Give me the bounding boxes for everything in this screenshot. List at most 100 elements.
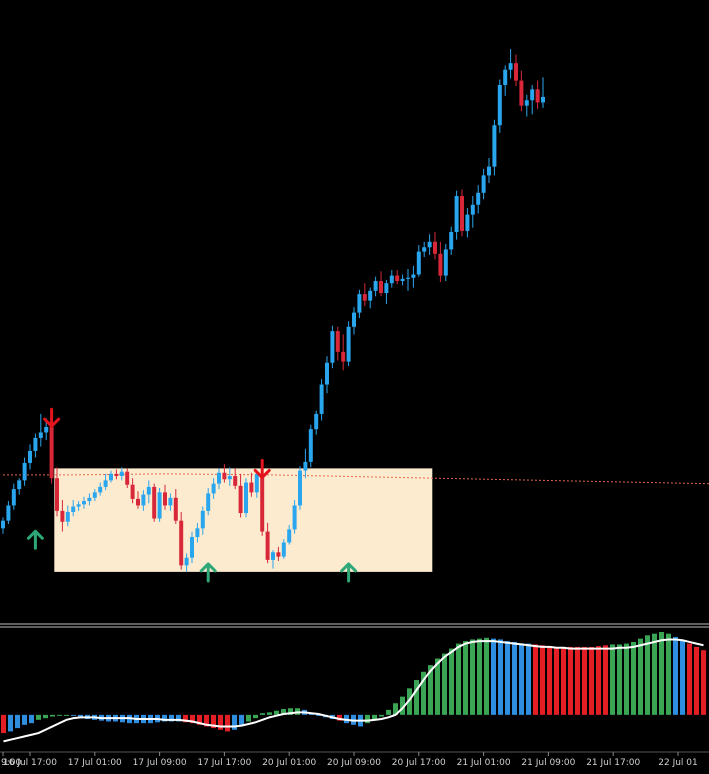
candle xyxy=(335,326,340,361)
candle-body xyxy=(314,413,319,430)
candle xyxy=(22,457,27,486)
panel-separator xyxy=(0,623,709,628)
candle-body xyxy=(6,505,11,521)
candle-body xyxy=(130,484,135,499)
candle xyxy=(60,499,65,532)
candle-body xyxy=(238,485,243,514)
candle-body xyxy=(222,472,227,480)
candle-body xyxy=(227,476,232,480)
candle xyxy=(125,468,130,488)
candle-body xyxy=(98,486,103,493)
oscillator-bar xyxy=(267,712,272,715)
oscillator-bar xyxy=(281,709,286,715)
oscillator-bar xyxy=(421,671,426,715)
candle xyxy=(308,424,313,468)
candle xyxy=(222,464,227,483)
candle xyxy=(492,119,497,176)
candle xyxy=(373,276,378,297)
time-axis-label: 17 Jul 09:00 xyxy=(133,758,187,768)
candle xyxy=(416,245,421,277)
time-axis-label: 17 Jul 17:00 xyxy=(197,758,251,768)
candle xyxy=(130,478,135,504)
candle-body xyxy=(357,294,362,313)
candle-body xyxy=(136,498,140,506)
sell-signal-arrow xyxy=(43,407,61,428)
oscillator-bar xyxy=(526,643,531,715)
candle-body xyxy=(497,84,502,126)
time-axis-label: 21 Jul 17:00 xyxy=(586,758,640,768)
oscillator-bar xyxy=(680,640,685,715)
candle xyxy=(238,473,243,518)
candle xyxy=(389,270,394,288)
candle xyxy=(411,265,416,288)
oscillator-bar xyxy=(204,714,209,727)
candle-body xyxy=(325,362,329,385)
candle-body xyxy=(92,492,97,498)
price-panel xyxy=(1,49,709,583)
oscillator-bar xyxy=(568,646,573,715)
candle-body xyxy=(503,69,508,85)
candle xyxy=(173,489,178,524)
candle xyxy=(341,334,346,371)
oscillator-bar xyxy=(407,688,412,715)
candle-body xyxy=(254,473,259,493)
oscillator-bar xyxy=(1,714,6,734)
candle-body xyxy=(427,241,432,248)
candle-body xyxy=(184,557,189,566)
candle xyxy=(368,287,373,309)
candle xyxy=(136,491,140,509)
oscillator-bar xyxy=(540,645,545,715)
oscillator-bar xyxy=(260,713,265,715)
candle xyxy=(109,470,113,483)
candle-body xyxy=(406,277,410,279)
candle xyxy=(1,517,5,534)
candle-body xyxy=(71,506,76,512)
candle-body xyxy=(476,192,481,205)
candle xyxy=(92,489,97,502)
oscillator-bar xyxy=(666,633,671,715)
oscillator-bar xyxy=(554,646,559,715)
candle-body xyxy=(460,196,464,231)
candle xyxy=(265,522,270,564)
candle xyxy=(330,325,335,369)
candle-body xyxy=(433,241,437,254)
candle-body xyxy=(271,552,275,560)
candle-body xyxy=(244,482,248,514)
oscillator-bar xyxy=(435,658,440,715)
candle-body xyxy=(109,473,113,481)
candle-body xyxy=(179,520,184,566)
buy-signal-arrow xyxy=(26,529,44,550)
candle xyxy=(82,496,86,509)
candle xyxy=(206,488,211,516)
candle xyxy=(535,80,540,109)
candle-body xyxy=(173,497,178,521)
oscillator-bar xyxy=(43,714,48,719)
candle xyxy=(395,270,400,285)
candle-body xyxy=(373,281,378,291)
oscillator-bar xyxy=(589,646,594,715)
candle xyxy=(487,157,491,183)
candle-body xyxy=(65,511,70,522)
candle xyxy=(465,208,470,238)
candle-body xyxy=(119,471,124,477)
oscillator-bar xyxy=(253,714,258,719)
oscillator-bar xyxy=(8,714,13,732)
candle xyxy=(28,444,32,470)
candle xyxy=(352,307,356,335)
oscillator-bar xyxy=(561,646,566,715)
candle-body xyxy=(200,510,205,529)
candle xyxy=(508,49,513,79)
candle xyxy=(292,499,297,534)
candle-body xyxy=(303,461,308,471)
candle xyxy=(503,65,508,96)
oscillator-bar xyxy=(449,648,454,715)
candle-body xyxy=(481,175,486,193)
buy-signal-arrow-shape xyxy=(199,562,217,583)
candle-body xyxy=(519,80,524,106)
candle xyxy=(98,482,103,496)
candle xyxy=(152,483,157,522)
candle-body xyxy=(346,326,351,362)
candle-body xyxy=(260,473,265,532)
oscillator-bar xyxy=(631,641,636,715)
